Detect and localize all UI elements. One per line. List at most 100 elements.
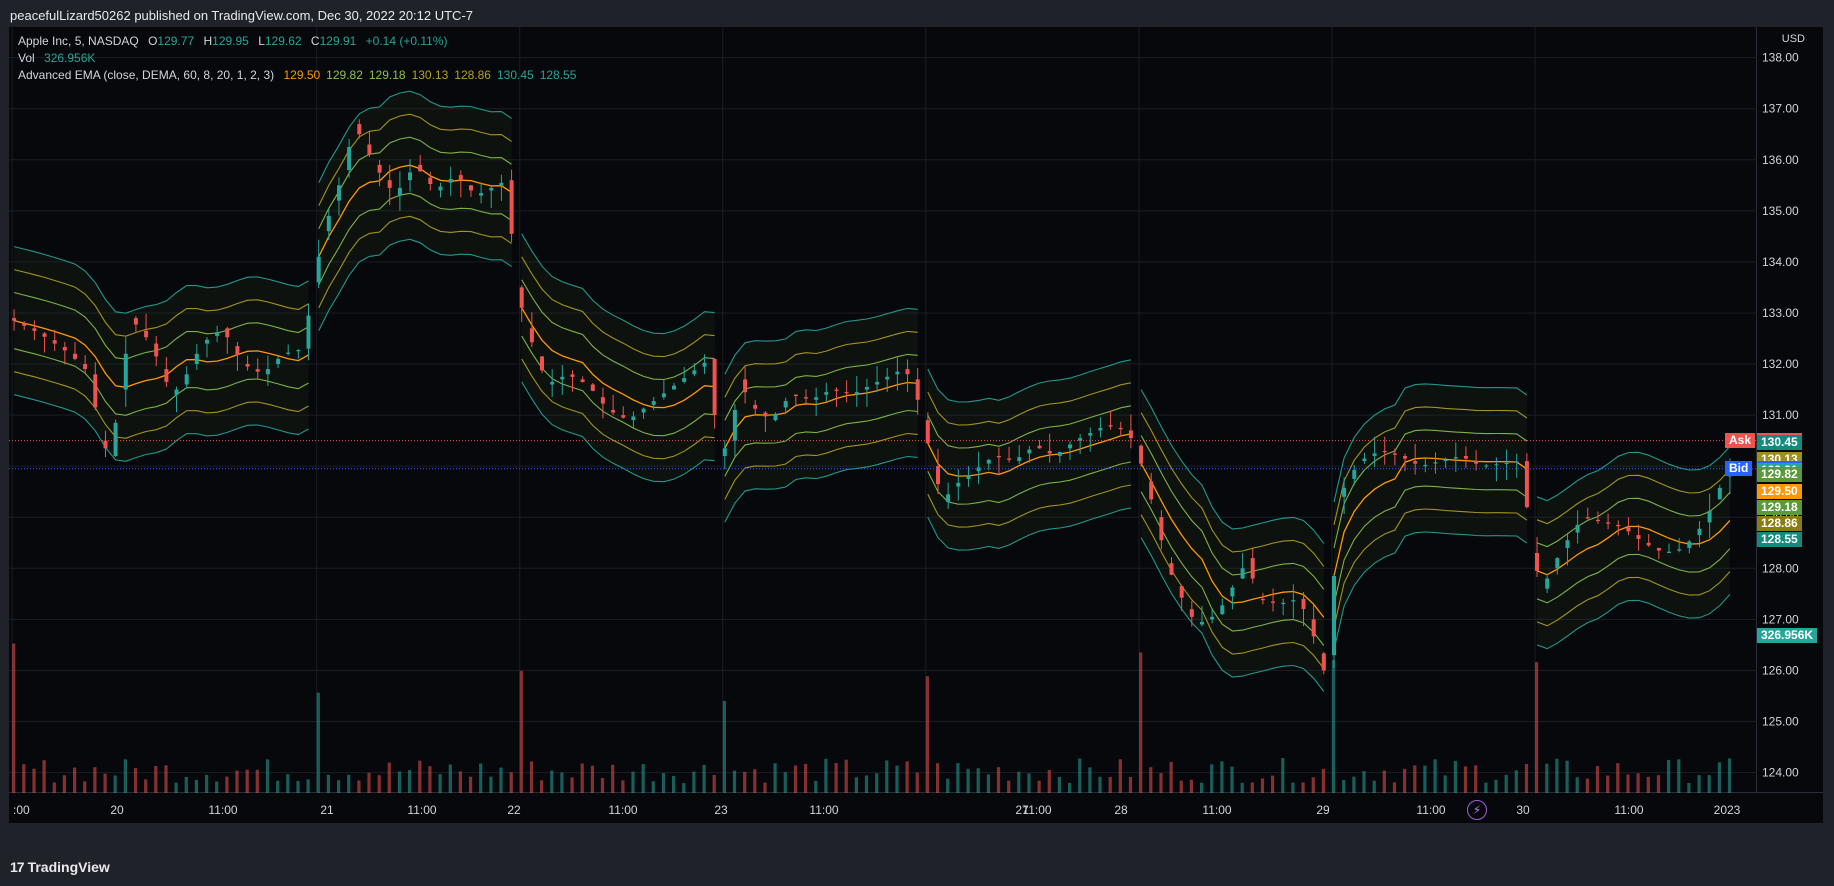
y-tick-label: 136.00 <box>1762 153 1799 167</box>
candle-body <box>479 193 484 196</box>
candle-body <box>651 401 656 405</box>
chart-plot[interactable]: 138.00 137.00 136.00 135.00 134.00 133.00 132.… <box>9 27 1823 823</box>
y-axis-labels: 138.00 137.00 136.00 135.00 134.00 133.00 132.… <box>1762 51 1799 780</box>
volume-bar <box>1727 758 1732 793</box>
band-mid-upper <box>1140 412 1325 567</box>
candle-body <box>692 370 697 375</box>
candle-body <box>1565 540 1570 548</box>
volume-bar <box>1656 775 1661 793</box>
candle-body <box>1656 547 1661 551</box>
y-tick-label: 138.00 <box>1762 51 1799 65</box>
ema-center-line <box>724 381 918 449</box>
price-badge: 128.86 <box>1757 516 1802 532</box>
band-inner-lower <box>927 461 1132 505</box>
volume-bar <box>1616 763 1620 793</box>
candle-body <box>1362 458 1367 462</box>
volume-bar <box>956 763 960 793</box>
volume-bar <box>1047 770 1051 793</box>
legend-volume-row: Vol 326.956K <box>18 50 582 67</box>
band-mid-lower <box>521 358 715 460</box>
candle-body <box>519 287 524 308</box>
band-inner-lower <box>1333 485 1528 605</box>
candle-body <box>1524 461 1529 508</box>
volume-bar <box>783 772 787 793</box>
volume-bar <box>661 773 666 793</box>
candle-body <box>529 328 534 343</box>
candle-body <box>93 374 98 408</box>
candle-body <box>1108 425 1113 427</box>
y-tick-label: 125.00 <box>1762 715 1799 729</box>
band-fill <box>1334 383 1527 650</box>
candle-body <box>397 187 402 196</box>
y-tick-label: 134.00 <box>1762 255 1799 269</box>
volume-bar <box>377 775 381 793</box>
price-badge: 128.55 <box>1757 532 1802 548</box>
candle-body <box>1433 462 1438 464</box>
candle-body <box>1545 578 1550 589</box>
legend-symbol[interactable]: Apple Inc, 5, NASDAQ <box>18 34 139 48</box>
candle-body <box>661 393 666 398</box>
tradingview-logo[interactable]: 17 TradingView <box>10 857 110 877</box>
candle-body <box>966 475 971 479</box>
volume-bar <box>611 764 615 793</box>
tradingview-brand: TradingView <box>27 859 110 875</box>
band-fill <box>14 246 309 462</box>
candle-body <box>276 358 281 364</box>
band-inner-upper <box>927 405 1132 449</box>
volume-bar <box>641 764 645 793</box>
volume-bar <box>1463 766 1468 793</box>
candle-body <box>1088 433 1093 436</box>
candle-body <box>976 467 981 472</box>
volume-bar <box>113 775 117 793</box>
legend-indicator-label[interactable]: Advanced EMA (close, DEMA, 60, 8, 20, 1,… <box>18 68 275 82</box>
candle-body <box>763 412 768 417</box>
volume-bar <box>672 775 676 793</box>
legend-indicator-values: 129.50 129.82 129.18 130.13 128.86 130.45 128.… <box>283 68 582 82</box>
volume-bar <box>32 768 36 793</box>
candle-body <box>144 330 149 338</box>
band-outer-lower <box>521 381 715 483</box>
ema-center-line <box>318 164 512 258</box>
volume-bar <box>1504 774 1508 793</box>
volume-bar <box>905 761 909 793</box>
band-outer-upper <box>521 233 715 335</box>
volume-bar <box>1514 770 1518 793</box>
candle-body <box>590 384 595 391</box>
candle-body <box>753 404 758 409</box>
price-scale[interactable] <box>1756 27 1823 823</box>
band-outer-upper <box>927 359 1132 403</box>
legend-vol-label[interactable]: Vol <box>18 51 35 65</box>
chart-area[interactable]: 138.00 137.00 136.00 135.00 134.00 133.00 132.… <box>9 27 1823 823</box>
candle-body <box>509 180 514 234</box>
x-tick-label: 2023 <box>1714 803 1741 817</box>
volume-bar <box>1189 779 1193 793</box>
legend: Apple Inc, 5, NASDAQ O129.77 H129.95 L12… <box>18 33 582 84</box>
volume-bar <box>499 767 503 793</box>
candle-body <box>286 352 291 354</box>
candle-body <box>326 215 331 232</box>
volume-bar <box>1332 660 1336 793</box>
volume-bar <box>925 676 929 793</box>
candle-body <box>1687 541 1692 548</box>
band-outer-upper <box>1536 446 1731 502</box>
candle-body <box>1068 444 1072 449</box>
candle-body <box>672 385 676 390</box>
candle-body <box>32 328 37 331</box>
x-tick-label: 11:00 <box>809 803 838 817</box>
volume-bar <box>215 781 219 793</box>
candle-body <box>73 353 77 359</box>
candle-body <box>540 356 544 371</box>
volume-bar <box>1575 777 1579 793</box>
volume-bar <box>1027 773 1031 793</box>
volume-bar <box>1636 773 1640 793</box>
volume-bar <box>692 771 696 793</box>
volume-bar <box>42 760 46 793</box>
currency-label[interactable]: USD <box>1781 33 1805 45</box>
band-mid-lower <box>724 432 918 500</box>
candle-body <box>854 392 859 395</box>
volume-bar <box>428 766 432 793</box>
time-scale[interactable] <box>9 792 1823 823</box>
lightning-icon[interactable]: ⚡ <box>1467 800 1487 820</box>
x-tick-label: 11:00 <box>407 803 436 817</box>
